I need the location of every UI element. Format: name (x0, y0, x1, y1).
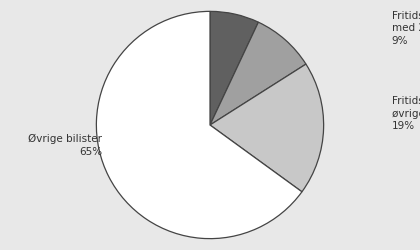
Text: Fritidsbilister,
øvrige bilkm
19%: Fritidsbilister, øvrige bilkm 19% (392, 96, 420, 131)
Wedge shape (96, 11, 302, 239)
Wedge shape (210, 11, 258, 125)
Wedge shape (210, 22, 306, 125)
Text: Øvrige bilister
65%: Øvrige bilister 65% (28, 134, 102, 157)
Wedge shape (210, 64, 324, 192)
Text: Fritidsbilister
med 2 biler
9%: Fritidsbilister med 2 biler 9% (392, 11, 420, 46)
